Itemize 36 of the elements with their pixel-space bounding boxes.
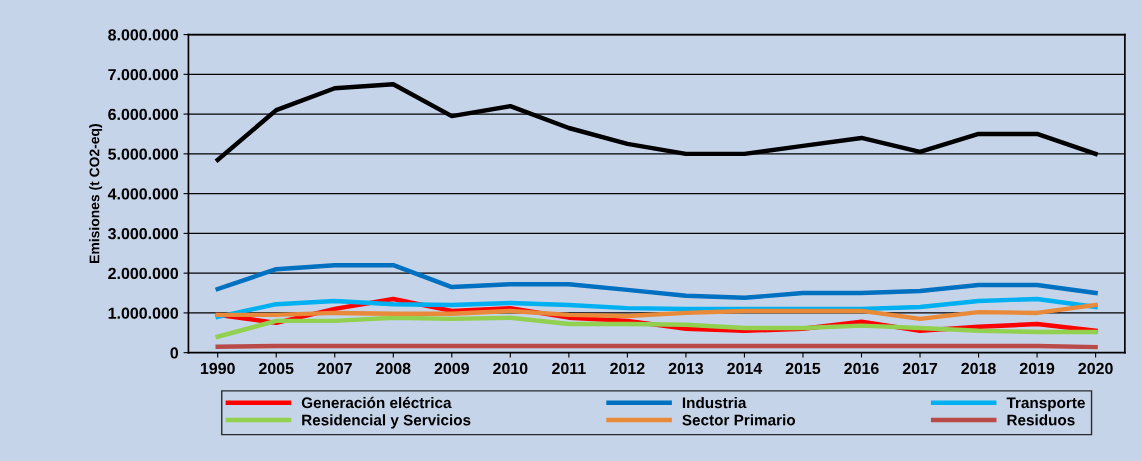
x-tick-label: 2015 <box>785 362 821 375</box>
line-series <box>215 302 1098 322</box>
line-series <box>215 262 1098 301</box>
y-tick-label: 4.000.000 <box>107 188 179 200</box>
y-tick-label: 6.000.000 <box>108 108 179 121</box>
x-tick-label: 2010 <box>493 362 528 375</box>
line-series <box>215 296 1098 320</box>
legend-label: Sector Primario <box>682 414 796 426</box>
legend-label: Transporte <box>1006 397 1085 412</box>
x-tick-label: 2013 <box>668 362 704 375</box>
y-tick-label: 1.000.000 <box>108 307 179 319</box>
legend-label: Residuos <box>1007 414 1075 426</box>
x-tick-label: 2011 <box>552 362 586 375</box>
y-tick-label: 0 <box>170 347 179 359</box>
x-tick-label: 2012 <box>610 362 645 375</box>
legend-label: Residencial y Servicios <box>302 414 471 429</box>
legend-label: Industria <box>682 396 747 409</box>
x-tick-label: 2016 <box>844 362 879 375</box>
y-tick-label: 3.000.000 <box>108 228 179 240</box>
y-tick-label: 2.000.000 <box>108 267 179 280</box>
line-series <box>215 315 1098 339</box>
x-tick-label: 2017 <box>902 362 938 375</box>
x-tick-label: 2014 <box>727 362 763 375</box>
y-axis-title: Emisiones (t CO2-eq) <box>89 124 103 263</box>
x-tick-label: 2020 <box>1078 362 1113 375</box>
x-tick-label: 2009 <box>434 362 469 375</box>
legend-label: Generación eléctrica <box>301 396 452 409</box>
x-tick-label: 2018 <box>961 362 996 375</box>
y-tick-label: 8.000.000 <box>108 29 179 41</box>
x-tick-label: 2007 <box>317 362 352 375</box>
x-tick-label: 2019 <box>1019 362 1055 375</box>
x-tick-label: 1990 <box>200 362 235 375</box>
y-tick-label: 5.000.000 <box>108 148 179 160</box>
y-tick-label: 7.000.000 <box>108 68 179 81</box>
x-tick-label: 2008 <box>376 362 411 375</box>
x-tick-label: 2005 <box>259 362 294 375</box>
